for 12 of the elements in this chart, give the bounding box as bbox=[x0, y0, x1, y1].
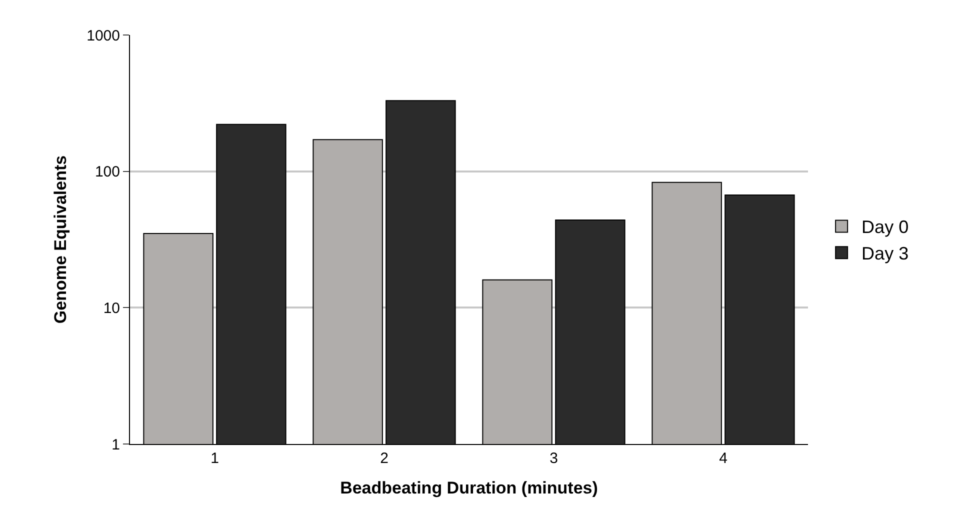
legend-label: Day 0 bbox=[862, 217, 909, 238]
y-tick-label: 10 bbox=[103, 300, 120, 317]
y-tick-label: 1000 bbox=[86, 27, 120, 44]
x-tick-label: 3 bbox=[550, 450, 558, 467]
legend-label: Day 3 bbox=[862, 244, 909, 264]
y-tick-label: 1 bbox=[112, 436, 120, 454]
x-axis-title: Beadbeating Duration (minutes) bbox=[340, 478, 598, 498]
y-axis-title: Genome Equivalents bbox=[51, 155, 70, 324]
x-tick-label: 2 bbox=[380, 450, 388, 467]
x-tick-label: 4 bbox=[719, 450, 728, 467]
x-tick-label: 1 bbox=[210, 450, 219, 467]
y-tick-label: 100 bbox=[94, 164, 120, 181]
